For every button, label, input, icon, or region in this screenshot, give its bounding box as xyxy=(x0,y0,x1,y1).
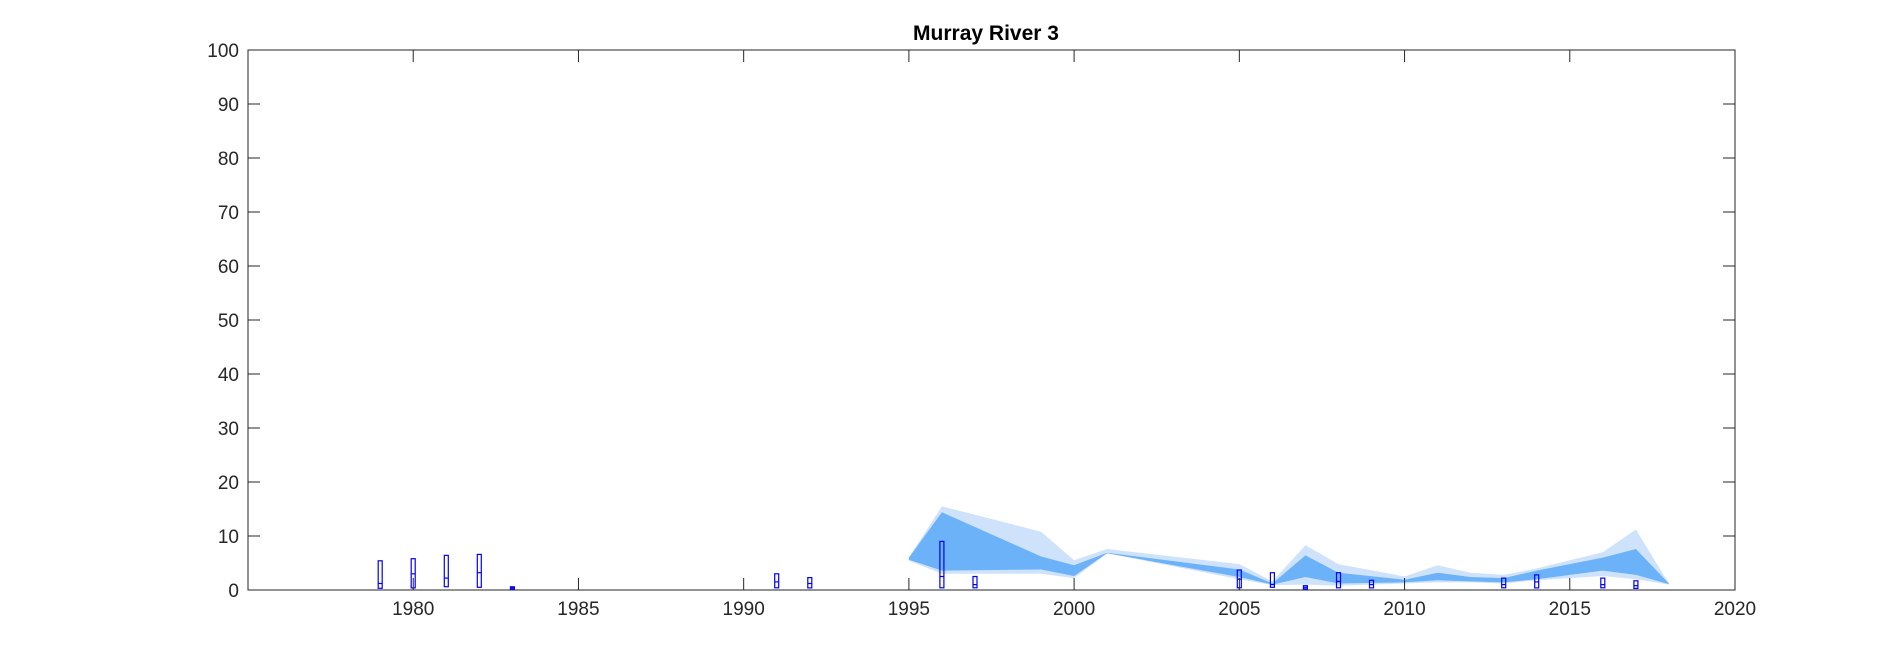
x-tick-label: 1985 xyxy=(557,599,599,620)
box-2016 xyxy=(1600,577,1606,589)
box-rect xyxy=(1501,577,1507,589)
x-tick-label: 2010 xyxy=(1383,599,1425,620)
x-tick-label: 1990 xyxy=(723,599,765,620)
box-rect xyxy=(1633,580,1639,589)
box-1996 xyxy=(939,540,945,589)
box-1992 xyxy=(807,576,813,589)
y-tick-label: 60 xyxy=(218,257,239,278)
x-tick-label: 2000 xyxy=(1053,599,1095,620)
box-rect xyxy=(972,575,978,589)
box-2017 xyxy=(1633,580,1639,589)
inner-band xyxy=(908,512,1669,585)
box-rect xyxy=(1269,572,1276,588)
y-tick-label: 10 xyxy=(218,527,239,548)
box-rect xyxy=(807,576,813,589)
y-tick-label: 90 xyxy=(218,95,239,116)
box-1983 xyxy=(509,586,515,590)
chart-title: Murray River 3 xyxy=(913,22,1059,45)
y-tick-label: 30 xyxy=(218,419,239,440)
y-tick-label: 20 xyxy=(218,473,239,494)
box-rect xyxy=(1335,572,1342,589)
box-1982 xyxy=(476,553,482,588)
x-tick-label: 1980 xyxy=(392,599,434,620)
box-1979 xyxy=(377,560,383,589)
box-rect xyxy=(476,553,482,588)
box-rect xyxy=(939,540,945,589)
box-2006 xyxy=(1269,572,1276,588)
x-tick-label: 2005 xyxy=(1218,599,1260,620)
y-tick-label: 70 xyxy=(218,203,239,224)
box-rect xyxy=(1600,577,1606,589)
plot-frame xyxy=(247,49,1736,591)
y-tick-label: 0 xyxy=(228,581,239,602)
box-1997 xyxy=(972,575,978,589)
box-rect xyxy=(443,554,449,588)
box-2014 xyxy=(1534,574,1540,589)
box-1991 xyxy=(774,573,780,589)
box-1981 xyxy=(443,554,449,588)
axes-layer: 1980 1985 1990 1995 2000 2005 2010 2015 2020 0 10 2… xyxy=(207,41,1756,620)
y-tick-label: 50 xyxy=(218,311,239,332)
x-tick-label: 2015 xyxy=(1549,599,1591,620)
box-2007 xyxy=(1302,585,1309,590)
box-2009 xyxy=(1368,579,1375,589)
x-tick-label: 1995 xyxy=(888,599,930,620)
y-tick-label: 80 xyxy=(218,149,239,170)
box-rect xyxy=(377,560,383,589)
y-tick-label: 100 xyxy=(207,41,239,62)
x-tick-label: 2020 xyxy=(1714,599,1756,620)
box-2008 xyxy=(1335,572,1342,589)
bands-layer xyxy=(908,506,1669,586)
y-tick-label: 40 xyxy=(218,365,239,386)
box-rect xyxy=(774,573,780,589)
box-2013 xyxy=(1501,577,1507,589)
